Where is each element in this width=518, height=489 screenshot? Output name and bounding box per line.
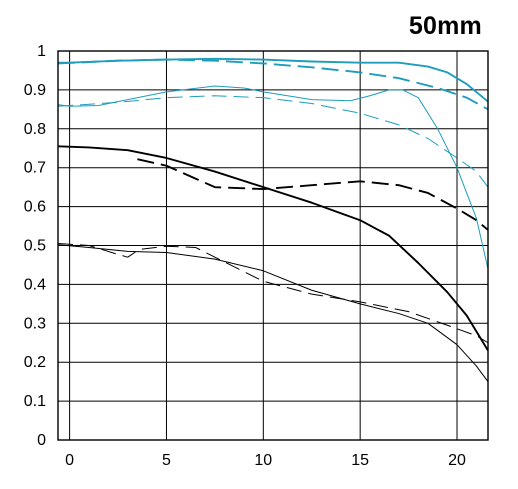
- x-tick-label: 15: [351, 452, 369, 469]
- y-tick-label: 0.9: [24, 82, 46, 99]
- y-tick-label: 1: [37, 43, 46, 60]
- series-line-3: [57, 85, 489, 269]
- y-tick-labels: 0 0.1 0.2 0.3 0.4 0.5 0.6 0.7 0.8 0.9 1: [24, 43, 46, 449]
- x-tick-label: 0: [65, 452, 74, 469]
- plot-frame: [57, 50, 489, 441]
- series-layer: [57, 57, 489, 382]
- x-tick-label: 5: [162, 452, 171, 469]
- series-line-6: [137, 158, 489, 231]
- chart-title: 50mm: [408, 12, 482, 40]
- x-tick-label: 10: [254, 452, 272, 469]
- y-tick-label: 0.4: [24, 276, 46, 293]
- frame-layer: [57, 50, 489, 441]
- y-tick-label: 0.2: [24, 354, 46, 371]
- y-tick-label: 0.8: [24, 121, 46, 138]
- x-tick-label: 20: [448, 452, 466, 469]
- y-tick-label: 0.5: [24, 238, 46, 255]
- series-line-4: [57, 95, 489, 188]
- y-tick-label: 0.3: [24, 315, 46, 332]
- series-line-8: [57, 243, 489, 344]
- y-tick-label: 0.1: [24, 393, 46, 410]
- series-line-1: [58, 57, 489, 103]
- grid-layer: [58, 51, 488, 440]
- series-line-2: [57, 58, 489, 111]
- y-tick-label: 0.6: [24, 199, 46, 216]
- series-line-7: [57, 244, 489, 382]
- series-line-5: [57, 145, 489, 352]
- y-tick-label: 0: [37, 432, 46, 449]
- y-tick-label: 0.7: [24, 160, 46, 177]
- x-tick-labels: 0 5 10 15 20: [65, 452, 466, 469]
